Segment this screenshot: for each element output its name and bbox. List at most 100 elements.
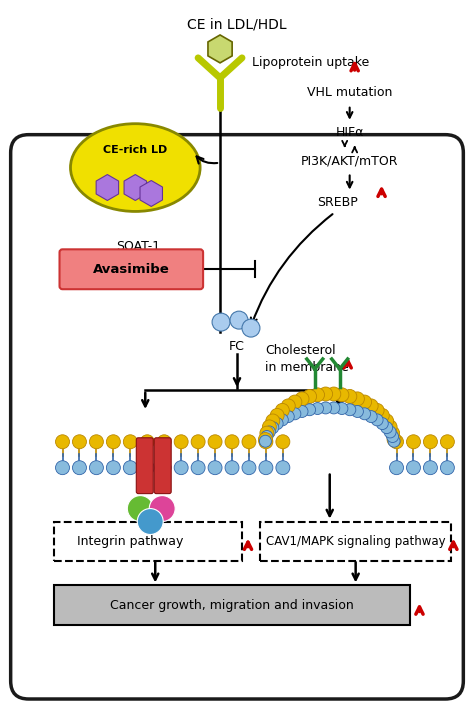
Circle shape [387,432,401,446]
Circle shape [302,389,317,404]
Circle shape [359,408,371,419]
Circle shape [263,420,276,434]
Circle shape [258,432,273,446]
Circle shape [242,319,260,337]
Circle shape [310,388,325,402]
Circle shape [242,461,256,474]
Circle shape [319,387,333,401]
Circle shape [191,461,205,474]
Circle shape [390,435,403,449]
Circle shape [440,435,455,449]
Circle shape [276,461,290,474]
FancyBboxPatch shape [54,586,410,625]
Circle shape [350,392,365,406]
Circle shape [242,435,256,449]
Text: FC: FC [229,339,245,352]
Circle shape [295,392,309,406]
Text: CAV1/MAPK signaling pathway: CAV1/MAPK signaling pathway [266,535,446,548]
Circle shape [283,411,294,422]
Circle shape [336,403,348,414]
Circle shape [423,435,438,449]
Circle shape [288,395,302,409]
Circle shape [275,404,289,417]
FancyBboxPatch shape [137,438,153,494]
FancyBboxPatch shape [154,438,171,494]
Circle shape [335,388,349,402]
Circle shape [149,495,175,521]
Circle shape [271,417,283,430]
Circle shape [212,313,230,331]
Circle shape [225,435,239,449]
Text: Lipoprotein uptake: Lipoprotein uptake [252,56,369,69]
Ellipse shape [71,123,200,212]
Circle shape [73,435,86,449]
Circle shape [365,411,377,422]
Circle shape [390,461,403,474]
Circle shape [386,426,400,440]
Text: Integrin pathway: Integrin pathway [77,535,183,548]
Circle shape [380,414,393,428]
Circle shape [388,435,400,447]
Circle shape [90,435,103,449]
Circle shape [174,435,188,449]
Circle shape [73,461,86,474]
Circle shape [281,399,295,413]
Circle shape [55,435,70,449]
Circle shape [208,435,222,449]
Circle shape [440,461,455,474]
Circle shape [387,430,399,443]
Circle shape [311,403,324,414]
Circle shape [157,435,171,449]
FancyBboxPatch shape [60,249,203,290]
Circle shape [225,461,239,474]
Circle shape [381,422,392,434]
Circle shape [123,461,137,474]
Circle shape [128,495,153,521]
Text: HIFα: HIFα [336,126,364,139]
Circle shape [261,430,273,443]
Circle shape [423,461,438,474]
Circle shape [270,409,284,422]
Circle shape [106,435,120,449]
Circle shape [289,408,301,419]
Circle shape [230,311,248,329]
Circle shape [407,435,420,449]
Circle shape [140,435,154,449]
Circle shape [123,435,137,449]
Circle shape [383,420,397,434]
Circle shape [357,395,372,409]
Text: PI3K/AKT/mTOR: PI3K/AKT/mTOR [301,154,399,167]
Circle shape [344,404,356,416]
Circle shape [375,409,389,422]
Circle shape [351,406,364,417]
Circle shape [259,461,273,474]
Text: VHL mutation: VHL mutation [307,87,392,100]
Circle shape [260,426,274,440]
Circle shape [191,435,205,449]
Circle shape [174,461,188,474]
Circle shape [343,389,357,404]
Circle shape [319,402,332,414]
Circle shape [328,402,340,414]
Circle shape [157,461,171,474]
Text: CE-rich LD: CE-rich LD [103,144,167,155]
Circle shape [264,426,275,438]
Text: Cancer growth, migration and invasion: Cancer growth, migration and invasion [110,599,354,612]
Text: SOAT-1: SOAT-1 [116,240,160,253]
Circle shape [384,426,396,438]
Text: CE in LDL/HDL: CE in LDL/HDL [187,18,287,32]
Circle shape [208,461,222,474]
Circle shape [371,414,383,426]
Circle shape [259,435,272,447]
Circle shape [106,461,120,474]
Circle shape [407,461,420,474]
Circle shape [90,461,103,474]
FancyBboxPatch shape [11,135,463,699]
Circle shape [267,422,279,434]
Circle shape [266,414,280,428]
Circle shape [304,404,316,416]
Circle shape [137,508,163,534]
Circle shape [140,461,154,474]
Circle shape [259,435,273,449]
Circle shape [364,399,378,413]
